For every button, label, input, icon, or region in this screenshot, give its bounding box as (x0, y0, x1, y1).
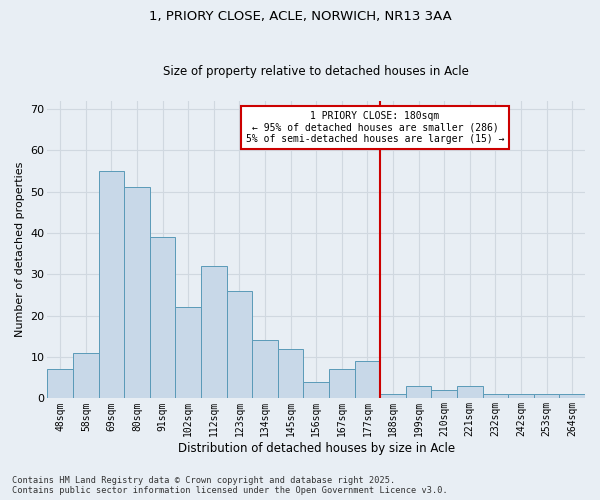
Bar (380, 394, 406, 398)
Text: 1 PRIORY CLOSE: 180sqm
← 95% of detached houses are smaller (286)
5% of semi-det: 1 PRIORY CLOSE: 180sqm ← 95% of detached… (246, 111, 505, 144)
X-axis label: Distribution of detached houses by size in Acle: Distribution of detached houses by size … (178, 442, 455, 455)
Bar (201, 266, 227, 398)
Bar (252, 340, 278, 398)
Bar (278, 349, 304, 399)
Bar (508, 394, 534, 398)
Bar (482, 394, 508, 398)
Bar (457, 386, 482, 398)
Bar (98, 171, 124, 398)
Title: Size of property relative to detached houses in Acle: Size of property relative to detached ho… (163, 66, 469, 78)
Bar (355, 361, 380, 399)
Bar (227, 291, 252, 399)
Y-axis label: Number of detached properties: Number of detached properties (15, 162, 25, 337)
Bar (150, 237, 175, 398)
Bar (175, 308, 201, 398)
Bar (406, 386, 431, 398)
Bar (304, 382, 329, 398)
Bar (73, 353, 98, 399)
Bar (431, 390, 457, 398)
Bar (559, 394, 585, 398)
Text: 1, PRIORY CLOSE, ACLE, NORWICH, NR13 3AA: 1, PRIORY CLOSE, ACLE, NORWICH, NR13 3AA (149, 10, 451, 23)
Bar (329, 370, 355, 398)
Bar (47, 370, 73, 398)
Bar (124, 188, 150, 398)
Text: Contains HM Land Registry data © Crown copyright and database right 2025.
Contai: Contains HM Land Registry data © Crown c… (12, 476, 448, 495)
Bar (534, 394, 559, 398)
